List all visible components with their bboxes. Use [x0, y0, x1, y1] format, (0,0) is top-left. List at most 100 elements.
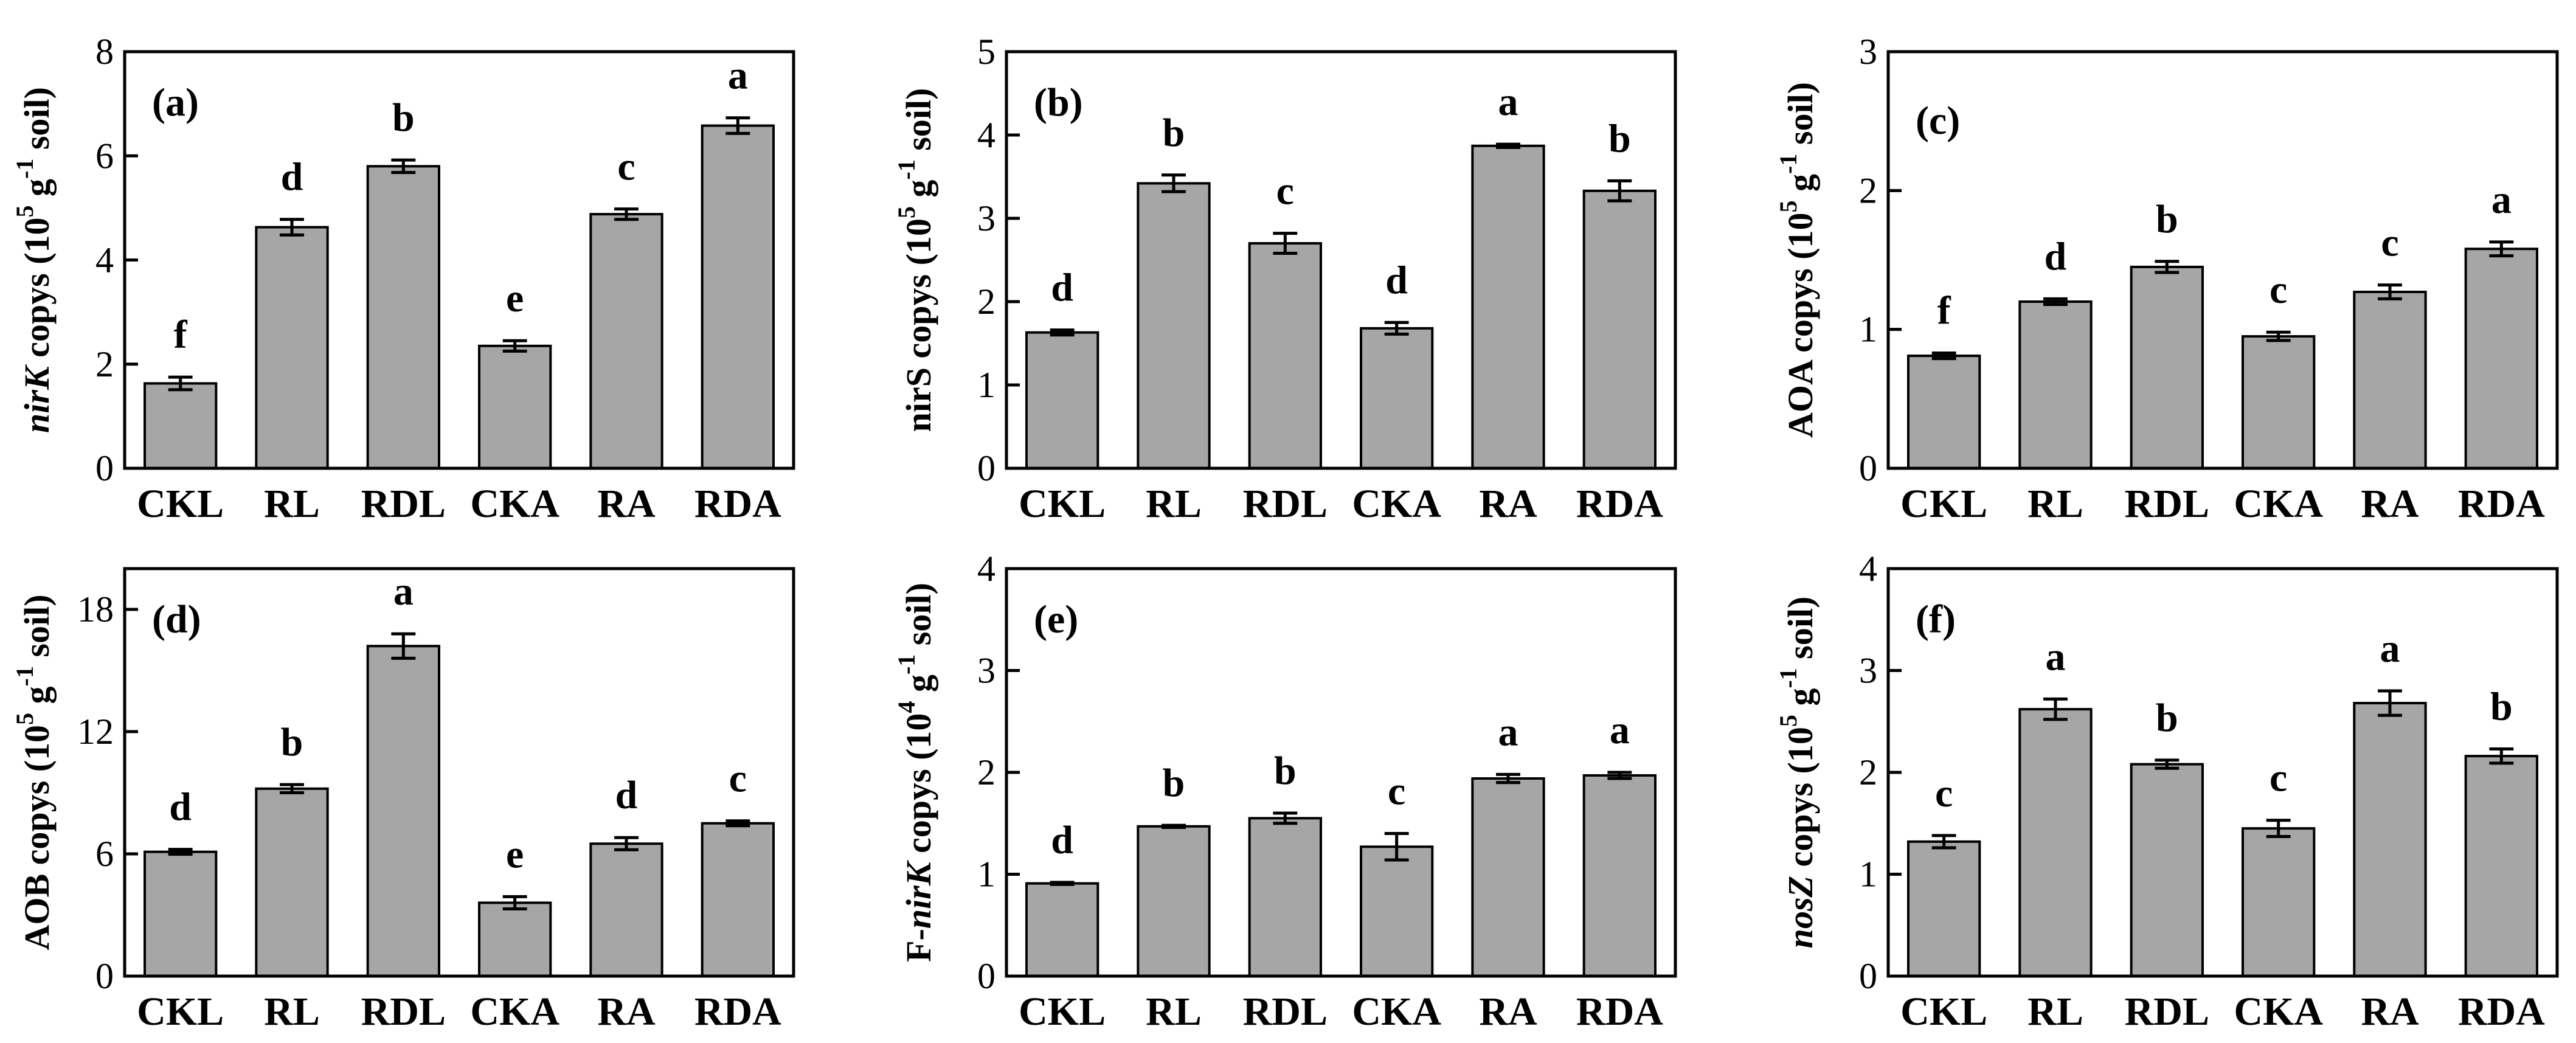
bar-cka	[1360, 327, 1434, 470]
significance-letter-ra: d	[615, 773, 638, 817]
y-tick-label: 4	[977, 115, 995, 155]
significance-letter-rl: b	[1163, 761, 1185, 805]
x-tick-label-ra: RA	[1479, 989, 1537, 1034]
y-label-soil: soil)	[1781, 597, 1820, 668]
x-tick-label-rl: RL	[1146, 482, 1202, 526]
y-tick-label: 3	[1859, 651, 1877, 691]
significance-letter-ckl: d	[169, 785, 192, 830]
y-label-exponent: 5	[1774, 715, 1802, 727]
bar-ckl	[144, 850, 218, 978]
y-tick-label: 4	[95, 240, 114, 280]
error-bar-rl	[2043, 697, 2068, 721]
error-bar-rdl	[1273, 811, 1298, 825]
significance-letter-cka: c	[2270, 268, 2287, 312]
error-bar-rda	[2489, 240, 2514, 258]
panel-label: (a)	[152, 80, 199, 125]
x-tick-label-rdl: RDL	[1243, 482, 1328, 526]
significance-letter-cka: c	[1388, 769, 1405, 814]
y-label-exponent: -1	[11, 159, 38, 179]
significance-letter-rda: b	[1608, 116, 1631, 161]
bar-cka	[478, 901, 552, 978]
x-tick-label-rda: RDA	[1576, 989, 1663, 1034]
y-tick-label: 2	[1859, 752, 1877, 792]
significance-letter-rdl: a	[393, 569, 414, 614]
y-label-unit: copys (10	[899, 713, 938, 862]
bar-ra	[2353, 291, 2427, 470]
y-axis-label: F-nirK copys (104 g-1 soil)	[893, 583, 938, 962]
bar-rl	[2018, 300, 2093, 470]
x-tick-label-rdl: RDL	[2125, 989, 2209, 1034]
error-bar-rl	[2043, 297, 2068, 307]
y-axis-label: AOB copys (105 g-1 soil)	[11, 594, 57, 950]
error-bar-rdl	[391, 632, 416, 660]
y-label-exponent: -1	[1774, 668, 1802, 688]
significance-letter-rl: d	[2045, 234, 2067, 279]
bar-cka	[1360, 845, 1434, 978]
chart-panel-5: d CKL b RL b RDL c CKA a RA a RDA 0 1 2 3 4 (e) F-nirK cop…	[893, 549, 1677, 1034]
significance-letter-ra: a	[1498, 710, 1518, 754]
x-tick-label-rl: RL	[2027, 989, 2083, 1034]
y-tick-label: 4	[977, 549, 995, 589]
chart-panel-3: f CKL d RL b RDL c CKA c RA a RDA 0 1 2 3 (c) AOA copys (…	[1774, 32, 2559, 526]
x-tick-label-ckl: CKL	[1900, 989, 1987, 1034]
y-tick-label: 0	[977, 448, 995, 488]
y-tick-label: 1	[1859, 310, 1877, 350]
bar-ckl	[144, 382, 218, 470]
y-label-exponent: 5	[11, 713, 38, 725]
y-label-prefix: nirS copys (10	[899, 218, 938, 432]
plot-frame	[1005, 567, 1677, 978]
y-tick-label: 3	[977, 198, 995, 238]
y-label-gene: nirK	[17, 364, 57, 433]
significance-letter-rda: a	[728, 54, 748, 98]
y-axis-label: AOA copys (105 g-1 soil)	[1774, 82, 1820, 438]
y-axis-label: nirK copys (105 g-1 soil)	[11, 87, 57, 433]
error-bar-cka	[2266, 330, 2291, 342]
error-bar-ra	[1496, 772, 1520, 785]
bar-rda	[2464, 248, 2539, 470]
significance-letter-rdl: b	[2156, 197, 2178, 241]
significance-letter-rl: d	[281, 155, 303, 199]
bar-rda	[1582, 774, 1657, 978]
error-bar-ra	[2378, 283, 2402, 300]
x-tick-label-rl: RL	[1146, 989, 1202, 1034]
bar-cka	[478, 344, 552, 470]
x-tick-label-cka: CKA	[1352, 989, 1441, 1034]
bar-cka	[2242, 335, 2316, 470]
significance-letter-rda: b	[2490, 684, 2513, 729]
y-tick-label: 0	[977, 956, 995, 996]
error-bar-rda	[1607, 771, 1632, 780]
y-axis-label: nirS copys (105 g-1 soil)	[893, 88, 938, 432]
y-tick-label: 18	[77, 589, 114, 629]
plot-frame	[123, 50, 795, 470]
bar-rl	[1137, 825, 1211, 978]
y-label-exponent: -1	[11, 666, 38, 686]
x-tick-label-rl: RL	[264, 482, 320, 526]
panel-label: (c)	[1916, 99, 1960, 143]
bar-rdl	[366, 645, 441, 978]
y-tick-label: 1	[977, 854, 995, 895]
y-tick-label: 2	[95, 344, 114, 384]
plot-frame	[1886, 567, 2559, 978]
significance-letter-rdl: b	[392, 95, 415, 140]
x-tick-label-cka: CKA	[2234, 989, 2323, 1034]
panel-label: (e)	[1034, 597, 1078, 642]
y-label-soil: soil)	[17, 87, 57, 159]
error-bar-rl	[280, 218, 304, 237]
chart-panel-6: c CKL a RL b RDL c CKA a RA b RDA 0 1 2 3 4 (f) nosZ copys…	[1774, 549, 2559, 1034]
bar-ckl	[1907, 355, 1981, 470]
y-label-gram: g	[899, 180, 938, 207]
chart-panel-4: d CKL b RL a RDL e CKA d RA c RDA 0 6 12 18 (d) AOB copys…	[11, 567, 795, 1034]
x-tick-label-ra: RA	[1479, 482, 1537, 526]
x-tick-label-ckl: CKL	[1900, 482, 1987, 526]
y-label-exponent: -1	[893, 654, 920, 674]
bar-ckl	[1025, 882, 1099, 977]
error-bar-ra	[614, 836, 639, 851]
y-tick-label: 6	[95, 136, 114, 176]
bar-ra	[589, 842, 663, 977]
error-bar-ra	[2378, 689, 2402, 717]
bar-cka	[2242, 827, 2316, 977]
y-label-unit: copys (10	[1781, 727, 1820, 876]
y-tick-label: 0	[1859, 956, 1877, 996]
error-bar-rda	[1607, 179, 1632, 203]
